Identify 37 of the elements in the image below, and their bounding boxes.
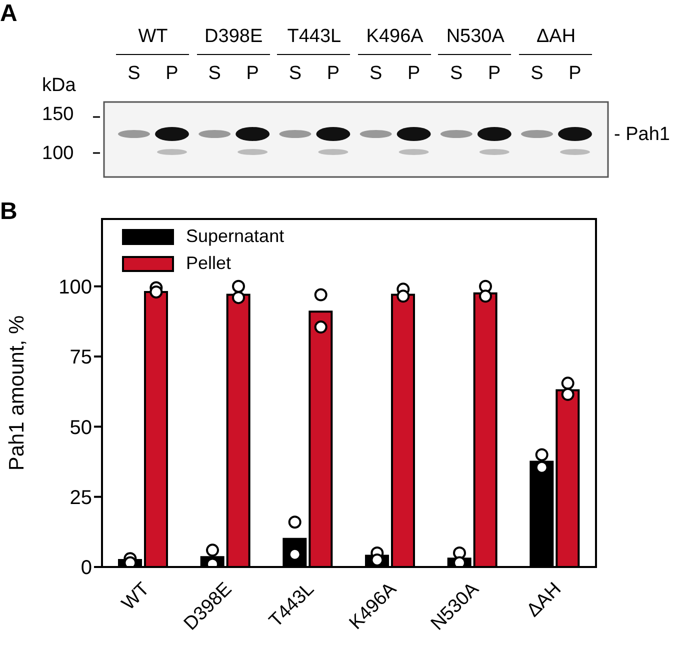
y-tick-label: 0	[80, 557, 92, 580]
text: 150	[42, 104, 74, 126]
category-label: N530A	[446, 26, 504, 47]
y-tick-label: 50	[70, 416, 92, 439]
legend-label: Supernatant	[186, 226, 284, 247]
category-label: WT	[138, 26, 168, 47]
text: S	[530, 63, 544, 84]
category-label: ΔAH	[536, 26, 576, 47]
bar	[226, 294, 250, 567]
y-tick-label: 75	[70, 346, 92, 369]
text: B	[0, 198, 18, 226]
text: P	[407, 63, 420, 84]
category-label: K496A	[366, 26, 424, 47]
bar	[308, 310, 333, 567]
text: S	[208, 63, 221, 84]
text: P	[488, 63, 501, 84]
text: P	[326, 63, 340, 84]
text: S	[450, 63, 463, 84]
bar	[473, 292, 498, 567]
text: P	[246, 63, 259, 84]
y-tick-label: 100	[58, 276, 92, 298]
text: 100	[42, 143, 74, 165]
text: S	[126, 63, 142, 85]
y-axis-title: Pah1 amount, %	[5, 315, 28, 471]
text: S	[288, 63, 302, 84]
text: - Pah1	[614, 124, 670, 146]
text: S	[369, 63, 382, 84]
bar	[391, 294, 415, 567]
category-label: D398E	[204, 26, 263, 47]
x-tick-label: WT	[118, 578, 154, 614]
text: P	[164, 63, 180, 85]
text: A	[0, 0, 18, 28]
legend-label: Pellet	[186, 253, 232, 274]
category-label: T443L	[287, 26, 342, 47]
text: P	[568, 63, 582, 84]
text: kDa	[42, 75, 76, 97]
y-tick-label: 25	[70, 486, 92, 509]
